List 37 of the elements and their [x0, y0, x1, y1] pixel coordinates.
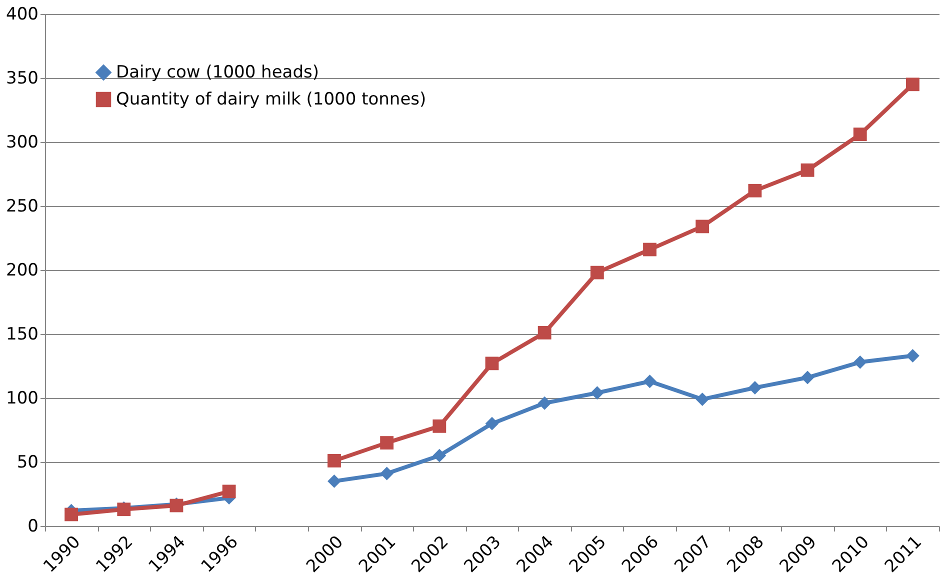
point: [328, 454, 341, 468]
y-tick-label: 150: [6, 324, 38, 344]
point: [748, 381, 762, 394]
point: [748, 184, 762, 198]
point: [696, 220, 710, 234]
point: [380, 436, 394, 450]
point: [222, 484, 236, 498]
point: [590, 266, 604, 280]
point: [485, 356, 499, 370]
point: [538, 396, 552, 410]
point: [328, 474, 341, 488]
point: [906, 349, 920, 362]
point: [643, 374, 656, 388]
y-tick-label: 300: [6, 132, 38, 152]
point: [853, 128, 867, 142]
point: [485, 416, 499, 430]
y-tick-label: 200: [6, 260, 38, 280]
point: [643, 242, 656, 256]
point: [432, 448, 446, 462]
point: [590, 386, 604, 400]
point: [696, 392, 710, 406]
y-tick-label: 400: [6, 4, 38, 24]
point: [906, 78, 920, 92]
y-tick-label: 250: [6, 196, 38, 216]
legend-label: Quantity of dairy milk (1000 tonnes): [116, 90, 426, 110]
point: [853, 355, 867, 369]
point: [380, 466, 394, 480]
point: [64, 508, 78, 522]
point: [800, 163, 814, 177]
point: [538, 326, 552, 340]
y-tick-label: 100: [6, 388, 38, 408]
y-tick-label: 350: [6, 68, 38, 88]
y-tick-label: 50: [16, 452, 38, 472]
y-tick-label: 0: [28, 516, 38, 536]
point: [432, 419, 446, 433]
point: [800, 370, 814, 384]
legend-label: Dairy cow (1000 heads): [116, 62, 319, 82]
